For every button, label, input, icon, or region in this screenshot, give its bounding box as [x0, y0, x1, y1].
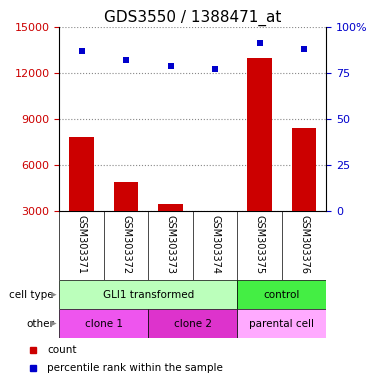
Text: GSM303375: GSM303375	[255, 215, 265, 274]
Text: GLI1 transformed: GLI1 transformed	[103, 290, 194, 300]
Text: count: count	[47, 345, 76, 355]
Bar	[237, 309, 326, 338]
Bar	[59, 280, 237, 309]
Bar	[203, 211, 227, 214]
Text: cell type: cell type	[9, 290, 54, 300]
Title: GDS3550 / 1388471_at: GDS3550 / 1388471_at	[104, 9, 282, 25]
Bar	[69, 137, 94, 211]
Text: GSM303374: GSM303374	[210, 215, 220, 274]
Text: clone 1: clone 1	[85, 318, 123, 329]
Text: percentile rank within the sample: percentile rank within the sample	[47, 363, 223, 373]
Text: GSM303371: GSM303371	[77, 215, 86, 274]
Text: GSM303373: GSM303373	[166, 215, 175, 274]
Bar	[158, 204, 183, 211]
Text: clone 2: clone 2	[174, 318, 212, 329]
Bar	[237, 280, 326, 309]
Text: parental cell: parental cell	[249, 318, 315, 329]
Bar	[148, 309, 237, 338]
Bar	[59, 309, 148, 338]
Text: other: other	[26, 318, 54, 329]
Bar	[247, 58, 272, 211]
Text: GSM303372: GSM303372	[121, 215, 131, 274]
Text: control: control	[264, 290, 300, 300]
Bar	[292, 128, 316, 211]
Bar	[114, 182, 138, 211]
Text: GSM303376: GSM303376	[299, 215, 309, 274]
